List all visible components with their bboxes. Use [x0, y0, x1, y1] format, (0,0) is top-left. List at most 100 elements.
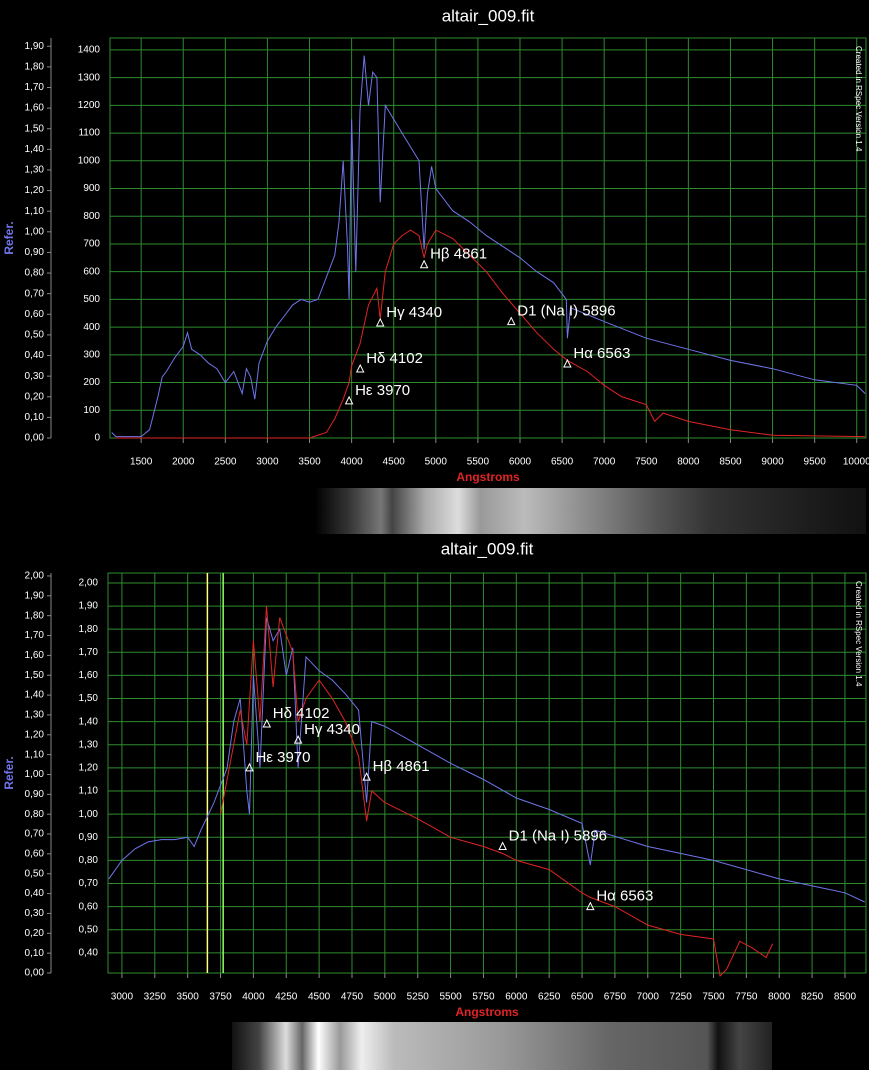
y-tick-label: 1,00	[79, 809, 99, 820]
x-tick-label: 10000	[843, 457, 869, 468]
x-tick-label: 8000	[677, 457, 700, 468]
y2-tick-label: 1,10	[25, 206, 45, 217]
line-marker	[375, 317, 385, 327]
y2-tick-label: 0,50	[25, 330, 45, 341]
y2-tick-label: 0,30	[25, 371, 45, 382]
plot-area	[107, 572, 867, 974]
y-tick-label: 1,70	[79, 647, 99, 658]
line-label: Hα 6563	[573, 345, 630, 362]
x-tick-label: 5500	[439, 992, 462, 1003]
line-marker	[245, 762, 254, 772]
line-label: Hε 3970	[255, 749, 310, 766]
x-tick-label: 9000	[761, 457, 784, 468]
credit: Created in RSpec Version 1.4	[854, 46, 863, 152]
x-tick-label: 3500	[298, 457, 321, 468]
line-marker	[293, 735, 303, 744]
line-label: D1 (Na I) 5896	[517, 303, 615, 320]
x-tick-label: 4000	[340, 457, 363, 468]
y2-tick-label: 0,70	[25, 288, 45, 299]
y2-tick-label: 0,50	[25, 868, 45, 879]
y2-tick-label: 1,50	[25, 670, 45, 681]
y-tick-label: 100	[83, 405, 100, 416]
y-tick-label: 200	[83, 377, 100, 388]
y2-tick-label: 0,90	[25, 247, 45, 258]
x-tick-label: 6750	[604, 992, 627, 1003]
chart-title: altair_009.fit	[442, 6, 535, 25]
line-label: Hδ 4102	[273, 705, 330, 722]
y2-tick-label: 0,40	[25, 888, 45, 899]
line-marker	[344, 395, 354, 405]
line-marker	[506, 316, 516, 326]
y-tick-label: 400	[83, 322, 100, 333]
y-tick-label: 500	[83, 294, 100, 305]
x-tick-label: 5500	[467, 457, 490, 468]
x-tick-label: 7500	[702, 992, 725, 1003]
y2-tick-label: 0,30	[25, 908, 45, 919]
y2-tick-label: 0,40	[25, 350, 45, 361]
x-tick-label: 4000	[242, 992, 265, 1003]
x-tick-label: 7750	[735, 992, 758, 1003]
spectrum-line	[220, 606, 774, 978]
y-tick-label: 1,80	[79, 624, 99, 635]
line-label: D1 (Na I) 5896	[509, 827, 607, 844]
x-tick-label: 3500	[177, 992, 200, 1003]
y2-tick-label: 2,00	[25, 571, 45, 582]
y-tick-label: 1100	[78, 128, 100, 139]
line-label: Hγ 4340	[386, 304, 442, 321]
y-tick-label: 1,90	[79, 601, 99, 612]
y-tick-label: 0,60	[79, 901, 99, 912]
x-tick-label: 3250	[144, 992, 167, 1003]
line-marker	[419, 259, 429, 269]
line-marker	[262, 718, 272, 728]
x-tick-label: 8500	[719, 457, 742, 468]
x-tick-label: 4500	[383, 457, 406, 468]
y-tick-label: 0	[94, 433, 100, 444]
line-marker	[563, 358, 572, 368]
x-tick-label: 5000	[425, 457, 448, 468]
spectrum-line	[111, 55, 866, 438]
line-label: Hβ 4861	[430, 246, 487, 263]
x-tick-label: 4250	[275, 992, 298, 1003]
y2-tick-label: 1,90	[25, 41, 45, 52]
line-marker	[355, 363, 365, 373]
line-marker	[586, 901, 595, 911]
y-tick-label: 800	[83, 211, 100, 222]
line-label: Hε 3970	[355, 382, 410, 399]
plot-area	[109, 37, 867, 439]
y2-tick-label: 1,20	[25, 729, 45, 740]
y-tick-label: 0,50	[79, 924, 99, 935]
x-axis-label: Angstroms	[455, 1005, 519, 1019]
y2-tick-label: 0,10	[25, 948, 45, 959]
y-tick-label: 700	[83, 239, 100, 250]
y2-tick-label: 1,80	[25, 62, 45, 73]
y-tick-label: 1,40	[79, 716, 99, 727]
y2-tick-label: 1,60	[25, 103, 45, 114]
x-tick-label: 7000	[637, 992, 660, 1003]
x-tick-label: 4500	[308, 992, 331, 1003]
x-tick-label: 4750	[341, 992, 364, 1003]
x-tick-label: 6250	[538, 992, 561, 1003]
line-label: Hα 6563	[596, 888, 653, 905]
y2-tick-label: 1,90	[25, 590, 45, 601]
y2-tick-label: 1,40	[25, 690, 45, 701]
y-tick-label: 300	[83, 349, 100, 360]
line-label: Hβ 4861	[373, 758, 430, 775]
x-tick-label: 9500	[804, 457, 827, 468]
x-tick-label: 8000	[768, 992, 791, 1003]
y2-tick-label: 1,70	[25, 630, 45, 641]
x-tick-label: 5250	[407, 992, 430, 1003]
y2-tick-label: 0,00	[25, 968, 45, 979]
y2-tick-label: 0,60	[25, 309, 45, 320]
x-tick-label: 7250	[670, 992, 693, 1003]
y2-tick-label: 0,00	[25, 433, 45, 444]
y-axis-label: Refer.	[2, 756, 16, 789]
x-axis-label: Angstroms	[456, 470, 520, 484]
x-tick-label: 7000	[593, 457, 616, 468]
x-tick-label: 5750	[472, 992, 495, 1003]
y2-tick-label: 1,10	[25, 749, 45, 760]
spectrum-strip	[232, 1022, 772, 1070]
y2-tick-label: 1,80	[25, 610, 45, 621]
x-tick-label: 3750	[209, 992, 232, 1003]
y2-tick-label: 1,30	[25, 710, 45, 721]
